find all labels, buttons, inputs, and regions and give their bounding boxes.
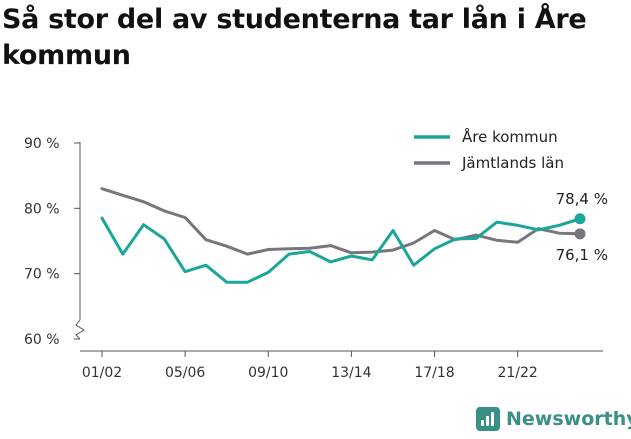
legend-label: Jämtlands län (461, 154, 564, 172)
x-tick-label: 05/06 (165, 365, 205, 381)
x-tick-label: 21/22 (497, 365, 537, 381)
end-label-are-kommun: 78,4 % (556, 190, 608, 208)
bar-chart-speech-bubble-icon (476, 407, 500, 431)
y-tick-label: 70 % (24, 267, 60, 283)
end-label-jamtlands-lan: 76,1 % (556, 246, 608, 264)
newsworthy-logo: Newsworthy (476, 407, 631, 431)
legend: Åre kommun Jämtlands län (414, 127, 564, 172)
y-tick-label: 90 % (24, 136, 60, 152)
y-axis: 90 % 80 % 70 % 60 % (24, 136, 85, 348)
end-point-jamtlands-lan (574, 228, 586, 240)
x-tick-label: 09/10 (248, 365, 288, 381)
y-tick-label: 80 % (24, 201, 60, 217)
series-line-jamtlands-lan (100, 187, 582, 256)
axis-break-icon (75, 319, 85, 340)
chart-title: Så stor del av studenterna tar lån i Åre… (2, 4, 587, 71)
x-axis: 01/02 05/06 09/10 13/14 17/18 21/22 (80, 350, 603, 381)
y-tick-label: 60 % (24, 332, 60, 348)
end-point-are-kommun (574, 213, 586, 225)
legend-label: Åre kommun (462, 127, 558, 146)
x-tick-label: 13/14 (331, 365, 371, 381)
x-tick-label: 01/02 (82, 365, 122, 381)
x-tick-label: 17/18 (414, 365, 454, 381)
series-layer: 76,1 % 78,4 % (100, 187, 608, 284)
brand-name: Newsworthy (506, 408, 631, 430)
series-line-are-kommun (100, 216, 582, 284)
